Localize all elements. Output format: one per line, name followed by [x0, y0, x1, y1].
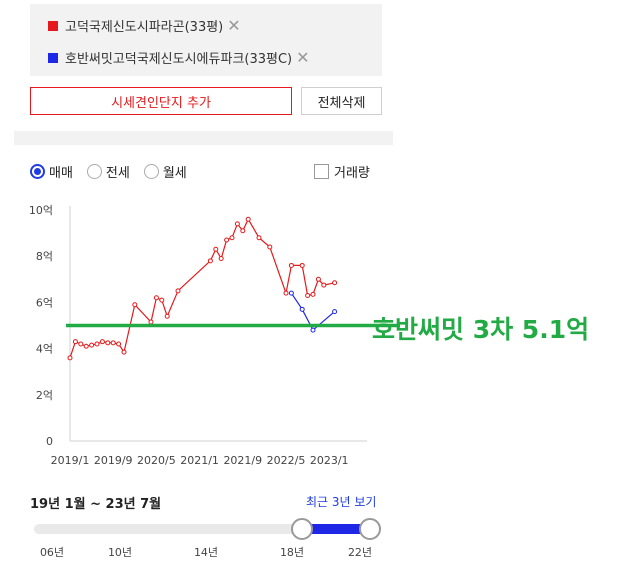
data-point	[299, 306, 305, 312]
price-chart: 0 2억 4억 6억 8억 10억 2019/1 2019/9 2020/5 2021/1 2021…	[29, 204, 400, 467]
data-point	[110, 340, 116, 346]
year-tick: 10년	[107, 546, 133, 559]
slider-end-handle[interactable]	[359, 518, 381, 540]
legend-item-hoban: 호반써밋고덕국제신도시에듀파크(33평C) ✕	[48, 48, 310, 67]
radio-selected-icon	[30, 164, 45, 179]
year-tick: 18년	[279, 546, 305, 559]
data-point	[78, 341, 84, 347]
x-tick-label: 2019/9	[94, 454, 133, 467]
radio-empty-icon	[86, 164, 102, 179]
data-point	[99, 339, 105, 345]
comparison-legend: 고덕국제신도시파라곤(33평) ✕ 호반써밋고덕국제신도시에듀파크(33평C) …	[30, 4, 382, 76]
slider-year-ticks: 06년 10년 14년 18년 22년	[0, 544, 400, 560]
delete-all-button[interactable]: 전체삭제	[301, 87, 382, 115]
x-tick-label: 2021/9	[223, 454, 262, 467]
data-point	[310, 327, 316, 333]
data-point	[321, 282, 327, 288]
y-tick-label: 6억	[36, 296, 53, 309]
section-divider	[14, 131, 393, 145]
year-tick: 06년	[39, 546, 65, 559]
x-tick-label: 2022/5	[267, 454, 306, 467]
period-range-label: 19년 1월 ~ 23년 7월	[30, 497, 162, 512]
volume-label: 거래량	[334, 166, 370, 181]
data-point	[175, 288, 181, 294]
data-point	[67, 355, 73, 361]
data-point	[132, 302, 138, 308]
data-point	[229, 235, 235, 241]
data-point	[121, 349, 127, 355]
data-point	[267, 244, 273, 250]
data-point	[283, 290, 289, 296]
radio-jeonse[interactable]: 전세	[86, 162, 130, 181]
radio-label: 전세	[105, 166, 130, 181]
data-point	[288, 290, 294, 296]
legend-label: 호반써밋고덕국제신도시에듀파크(33평C)	[65, 52, 293, 67]
data-point	[305, 292, 311, 298]
y-tick-label: 4억	[36, 343, 53, 356]
radio-monthly[interactable]: 월세	[143, 162, 187, 181]
chart-annotation: 호반써밋 3차 5.1억	[372, 315, 590, 344]
trade-type-tabs: 매매 전세 월세	[30, 162, 187, 181]
data-point	[213, 246, 219, 252]
legend-label: 고덕국제신도시파라곤(33평)	[65, 20, 224, 35]
year-tick: 22년	[347, 546, 373, 559]
data-point	[234, 221, 240, 227]
y-tick-label: 8억	[36, 250, 53, 263]
checkbox-icon	[314, 164, 329, 179]
data-point	[245, 216, 251, 222]
data-point	[256, 235, 262, 241]
data-point	[315, 276, 321, 282]
data-point	[288, 262, 294, 268]
add-comparison-button[interactable]: 시세견인단지 추가	[30, 87, 292, 115]
y-tick-label: 2억	[36, 389, 53, 402]
data-point	[105, 340, 111, 346]
slider-start-handle[interactable]	[291, 518, 313, 540]
recent-3y-link[interactable]: 최근 3년 보기	[306, 495, 377, 509]
data-point	[159, 297, 165, 303]
data-point	[164, 313, 170, 319]
x-tick-label: 2023/1	[310, 454, 349, 467]
data-point	[299, 262, 305, 268]
data-point	[207, 258, 213, 264]
volume-checkbox[interactable]: 거래량	[314, 162, 370, 181]
period-slider-range	[302, 524, 370, 534]
data-point	[89, 342, 95, 348]
x-tick-label: 2019/1	[51, 454, 90, 467]
radio-label: 매매	[49, 166, 73, 181]
remove-icon[interactable]: ✕	[227, 16, 241, 35]
period-slider-track[interactable]	[34, 524, 370, 534]
radio-sale[interactable]: 매매	[30, 162, 73, 181]
series-line-0	[69, 217, 335, 358]
data-point	[116, 341, 122, 347]
radio-empty-icon	[143, 164, 159, 179]
y-tick-label: 0	[46, 435, 53, 448]
series-line-1	[290, 292, 335, 332]
data-point	[332, 280, 338, 286]
radio-label: 월세	[162, 166, 187, 181]
y-tick-label: 10억	[29, 204, 53, 217]
data-point	[94, 341, 100, 347]
data-point	[148, 319, 154, 325]
legend-swatch-red	[48, 20, 58, 31]
data-point	[332, 309, 338, 315]
year-tick: 14년	[193, 546, 219, 559]
data-point	[310, 291, 316, 297]
legend-item-paragon: 고덕국제신도시파라곤(33평) ✕	[48, 16, 241, 35]
data-point	[240, 228, 246, 234]
data-point	[224, 237, 230, 243]
data-point	[72, 339, 78, 345]
data-point	[153, 295, 159, 301]
x-tick-label: 2020/5	[137, 454, 176, 467]
data-point	[83, 343, 89, 349]
remove-icon[interactable]: ✕	[296, 48, 310, 67]
x-tick-label: 2021/1	[180, 454, 219, 467]
data-point	[218, 256, 224, 262]
legend-swatch-blue	[48, 52, 58, 63]
